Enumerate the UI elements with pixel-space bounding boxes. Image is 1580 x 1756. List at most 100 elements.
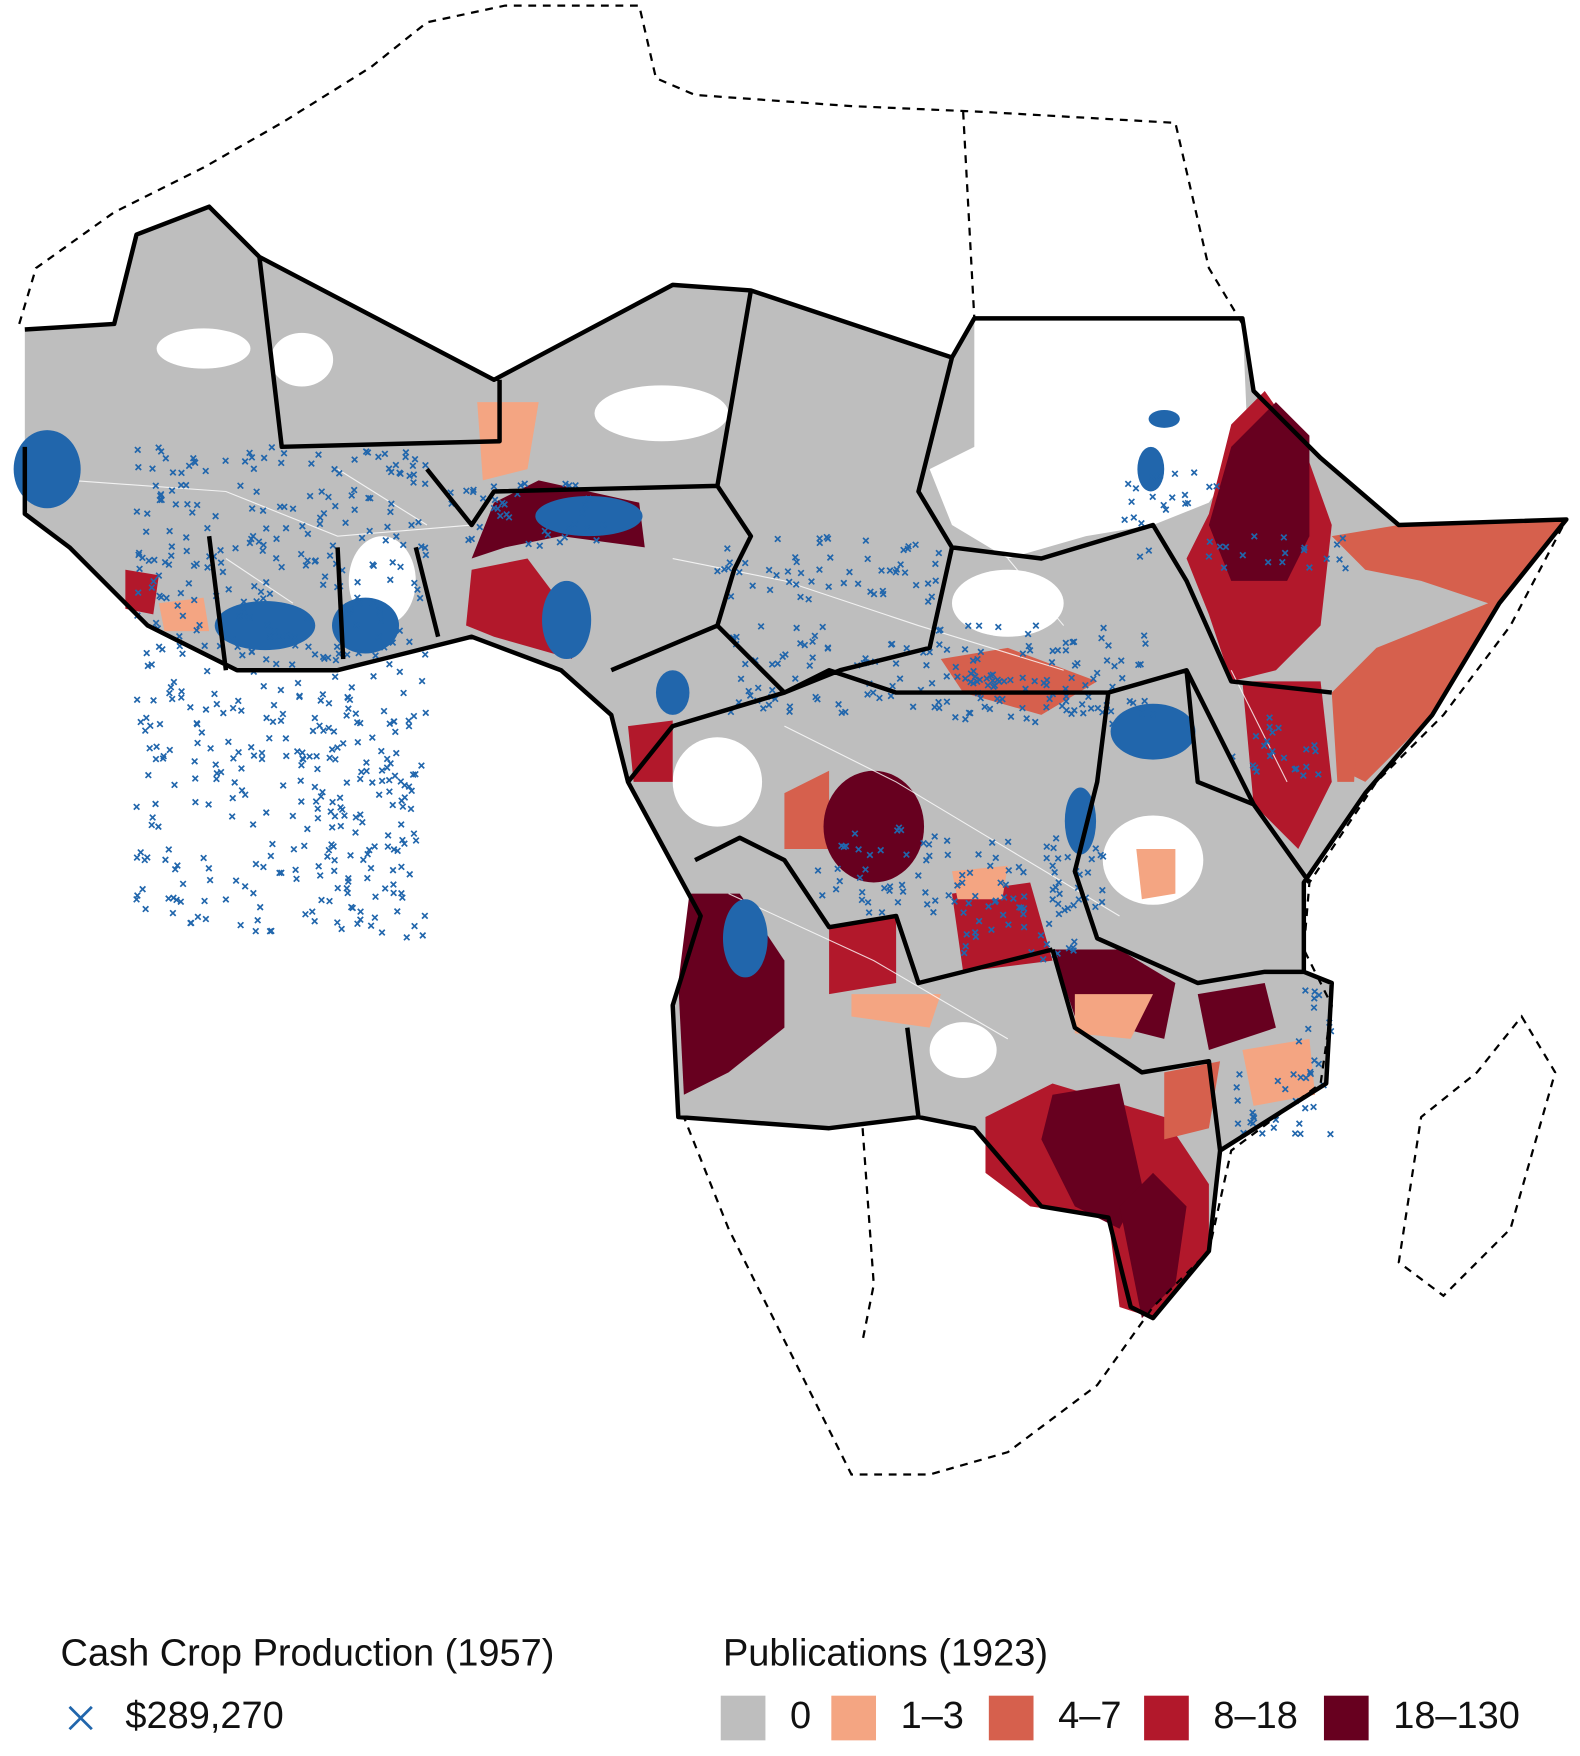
cash-crop-marker (381, 885, 389, 892)
cash-crop-marker (1088, 855, 1096, 863)
cash-crop-marker (945, 891, 953, 899)
cash-crop-marker (144, 662, 152, 670)
cash-crop-marker (1234, 1097, 1242, 1104)
cash-crop-marker (155, 572, 163, 579)
cash-crop-marker (225, 585, 233, 593)
cash-crop-marker (367, 864, 375, 872)
cash-crop-marker (988, 926, 995, 934)
cash-crop-marker (167, 683, 175, 691)
cash-crop-marker (370, 672, 377, 680)
cash-crop-marker (201, 897, 208, 905)
cash-crop-marker (1141, 697, 1149, 705)
cash-crop-marker (382, 536, 390, 544)
region (1136, 848, 1176, 900)
cash-crop-marker (944, 851, 952, 859)
cash-crop-marker (1302, 763, 1310, 771)
cash-crop-marker (385, 465, 393, 473)
cash-crop-marker (262, 578, 270, 586)
cash-crop-marker (277, 869, 285, 877)
cash-crop-marker (193, 626, 201, 634)
cash-crop-marker (951, 713, 959, 721)
cash-crop-marker (222, 896, 230, 903)
cash-crop-marker (273, 535, 280, 543)
cash-crop-marker (1118, 674, 1126, 682)
cash-crop-marker (965, 899, 973, 907)
cash-crop-marker (581, 501, 589, 509)
cash-crop-marker (298, 761, 305, 769)
cash-crop-marker (1266, 723, 1274, 731)
cash-crop-marker (378, 767, 386, 774)
cash-crop-marker (238, 765, 245, 772)
cash-crop-marker (1031, 677, 1039, 685)
cash-crop-marker (976, 676, 984, 684)
cash-crop-marker (1206, 538, 1214, 546)
cash-crop-marker (146, 744, 154, 752)
cash-crop-marker (249, 821, 257, 828)
cash-crop-marker (923, 900, 931, 908)
cash-crop-marker (997, 879, 1005, 887)
cash-crop-marker (1020, 868, 1027, 876)
cash-crop-marker (745, 687, 753, 695)
cash-crop-marker (238, 787, 246, 794)
cash-crop-marker (325, 724, 333, 732)
cash-crop-marker (854, 580, 862, 588)
cash-crop-marker (389, 866, 397, 874)
cash-crop-marker (250, 752, 258, 759)
cash-crop-marker (184, 500, 191, 508)
cash-crop-marker (422, 551, 430, 559)
cash-crop-marker (1269, 748, 1276, 755)
cash-crop-marker (250, 582, 258, 590)
cash-crop-marker (1156, 472, 1164, 480)
cash-crop-marker (1048, 658, 1056, 666)
cash-crop-marker (204, 524, 211, 532)
cash-crop-marker (943, 646, 951, 654)
cash-crop-marker (953, 882, 961, 889)
cash-crop-marker (363, 767, 370, 775)
cash-crop-marker (1339, 534, 1347, 542)
cash-crop-marker (963, 930, 971, 938)
cash-crop-marker (212, 512, 219, 520)
cash-crop-marker (168, 543, 176, 550)
legend-title: Cash Crop Production (1957) (61, 1632, 555, 1674)
cash-crop-marker (219, 568, 227, 576)
cash-crop-marker (336, 794, 344, 802)
cash-crop-marker (1098, 634, 1105, 642)
cash-crop-marker (392, 533, 400, 540)
cash-crop-marker (331, 755, 339, 763)
cash-crop-marker (1009, 895, 1017, 902)
cash-crop-marker (1281, 1085, 1289, 1093)
cash-crop-marker (356, 599, 364, 607)
cash-crop-marker (133, 803, 140, 811)
cash-crop-marker (309, 727, 317, 735)
cash-crop-marker (198, 729, 206, 736)
legend-swatch (831, 1695, 877, 1741)
cash-crop-marker (282, 735, 290, 742)
cash-crop-marker (886, 567, 894, 574)
no-data-area (929, 318, 1248, 559)
cash-crop-marker (865, 909, 873, 916)
cash-crop-marker (401, 840, 408, 848)
cash-crop-marker (1302, 745, 1310, 753)
cash-crop-marker (925, 852, 933, 860)
cash-crop-marker (943, 698, 951, 706)
cash-crop-marker (1205, 553, 1213, 560)
cash-crop-marker (990, 683, 997, 691)
cash-crop-marker (325, 846, 333, 854)
cash-crop-marker (134, 463, 142, 471)
cash-crop-marker (1054, 855, 1062, 862)
cash-crop-marker (369, 561, 376, 568)
cash-crop-marker (344, 693, 351, 701)
cash-crop-marker (232, 544, 239, 552)
cash-crop-marker (405, 783, 413, 790)
cash-crop-marker (824, 535, 832, 543)
cash-crop-marker (222, 457, 229, 465)
cash-crop-marker (366, 494, 374, 502)
cash-crop-marker (406, 472, 413, 480)
cash-crop-marker (931, 560, 939, 568)
no-data-area (929, 1022, 997, 1078)
cash-crop-area (535, 495, 643, 537)
cash-crop-marker (319, 691, 327, 698)
cash-crop-marker (380, 707, 388, 715)
cash-crop-marker (1019, 704, 1026, 712)
cash-crop-marker (749, 582, 757, 590)
